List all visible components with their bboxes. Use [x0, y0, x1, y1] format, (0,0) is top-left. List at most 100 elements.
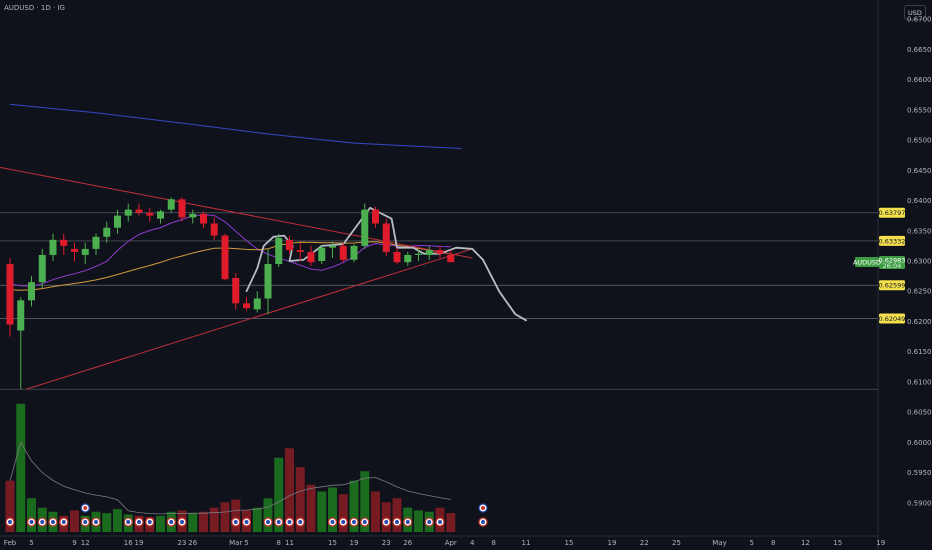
economic-event-icon[interactable]: [435, 517, 445, 527]
candle-body[interactable]: [425, 250, 433, 255]
candle[interactable]: [296, 242, 304, 261]
economic-event-icon[interactable]: [284, 517, 295, 527]
candle[interactable]: [329, 241, 336, 258]
economic-event-icon[interactable]: [241, 517, 252, 527]
candle[interactable]: [17, 297, 25, 390]
candle-body[interactable]: [189, 213, 197, 218]
candle[interactable]: [38, 248, 46, 289]
candle-body[interactable]: [92, 236, 100, 249]
candle[interactable]: [307, 245, 315, 266]
candle[interactable]: [243, 297, 250, 311]
candle[interactable]: [178, 197, 186, 222]
economic-event-icon[interactable]: [80, 503, 90, 513]
candle-body[interactable]: [200, 213, 207, 224]
economic-event-icon[interactable]: [37, 517, 47, 527]
candle[interactable]: [157, 209, 164, 224]
economic-event-icon[interactable]: [231, 517, 241, 527]
candle-body[interactable]: [114, 215, 121, 228]
candle[interactable]: [264, 248, 272, 315]
economic-event-icon[interactable]: [123, 517, 133, 527]
candle[interactable]: [339, 242, 347, 263]
candle[interactable]: [103, 221, 111, 243]
candle[interactable]: [146, 207, 154, 222]
candle-body[interactable]: [339, 245, 347, 260]
candle-body[interactable]: [382, 223, 390, 252]
economic-event-icon[interactable]: [349, 517, 359, 527]
economic-event-icon[interactable]: [338, 517, 348, 527]
economic-event-icon[interactable]: [177, 517, 187, 527]
candle-body[interactable]: [167, 199, 175, 210]
economic-event-icon[interactable]: [392, 517, 402, 527]
economic-event-icon[interactable]: [5, 517, 15, 527]
candle-body[interactable]: [296, 250, 304, 252]
candle[interactable]: [200, 211, 207, 228]
candle[interactable]: [372, 206, 379, 228]
candle[interactable]: [210, 217, 218, 240]
candle-body[interactable]: [350, 245, 358, 260]
candle-body[interactable]: [307, 251, 315, 263]
economic-event-icon[interactable]: [403, 517, 413, 527]
economic-event-icon[interactable]: [327, 517, 338, 527]
candle[interactable]: [447, 250, 455, 263]
candle[interactable]: [124, 203, 132, 222]
candle-body[interactable]: [253, 298, 261, 310]
economic-event-icon[interactable]: [26, 517, 37, 527]
candle[interactable]: [350, 244, 358, 263]
economic-event-icon[interactable]: [424, 517, 434, 527]
candle-body[interactable]: [81, 248, 89, 255]
economic-event-icon[interactable]: [48, 517, 58, 527]
candle-body[interactable]: [221, 235, 229, 280]
candle-body[interactable]: [124, 209, 132, 216]
candle[interactable]: [221, 233, 229, 281]
candle-body[interactable]: [318, 247, 326, 261]
candle[interactable]: [361, 203, 369, 249]
candle-body[interactable]: [404, 254, 412, 263]
candle[interactable]: [114, 209, 121, 234]
candle-body[interactable]: [436, 250, 444, 254]
candle[interactable]: [135, 203, 143, 216]
candles[interactable]: [6, 197, 455, 390]
candle[interactable]: [189, 209, 197, 224]
candle[interactable]: [286, 235, 293, 254]
candle-body[interactable]: [6, 264, 14, 325]
candle-body[interactable]: [60, 239, 68, 246]
candle[interactable]: [60, 233, 68, 255]
candle-body[interactable]: [232, 277, 240, 304]
candle[interactable]: [275, 233, 283, 268]
candle[interactable]: [393, 247, 401, 265]
economic-event-icon[interactable]: [381, 517, 391, 527]
economic-event-icon[interactable]: [134, 517, 144, 527]
economic-event-icon[interactable]: [145, 517, 155, 527]
candle[interactable]: [71, 242, 78, 261]
symbol-title[interactable]: AUDUSD · 1D · IG: [4, 4, 65, 12]
candle-body[interactable]: [361, 209, 369, 246]
economic-event-icon[interactable]: [478, 517, 488, 527]
candle[interactable]: [232, 273, 240, 310]
candle[interactable]: [49, 233, 57, 261]
candle[interactable]: [81, 242, 89, 265]
candle-body[interactable]: [286, 239, 293, 251]
candle[interactable]: [318, 245, 326, 265]
candle[interactable]: [415, 250, 422, 261]
economic-event-icon[interactable]: [91, 517, 101, 527]
candle-body[interactable]: [49, 239, 57, 255]
candle-body[interactable]: [243, 303, 250, 309]
economic-event-icon[interactable]: [59, 517, 69, 527]
economic-event-icon[interactable]: [166, 517, 176, 527]
candle-body[interactable]: [71, 248, 78, 252]
candle-body[interactable]: [38, 254, 46, 283]
candle[interactable]: [253, 291, 261, 313]
candle-body[interactable]: [135, 209, 143, 213]
candle-body[interactable]: [146, 212, 154, 216]
candle-body[interactable]: [28, 282, 35, 301]
candle[interactable]: [6, 257, 14, 337]
candle-body[interactable]: [447, 254, 455, 263]
candle[interactable]: [404, 251, 412, 266]
candle-body[interactable]: [17, 300, 25, 331]
candle-body[interactable]: [264, 264, 272, 299]
candle-body[interactable]: [329, 245, 336, 248]
candle-body[interactable]: [178, 199, 186, 218]
candle[interactable]: [167, 197, 175, 213]
